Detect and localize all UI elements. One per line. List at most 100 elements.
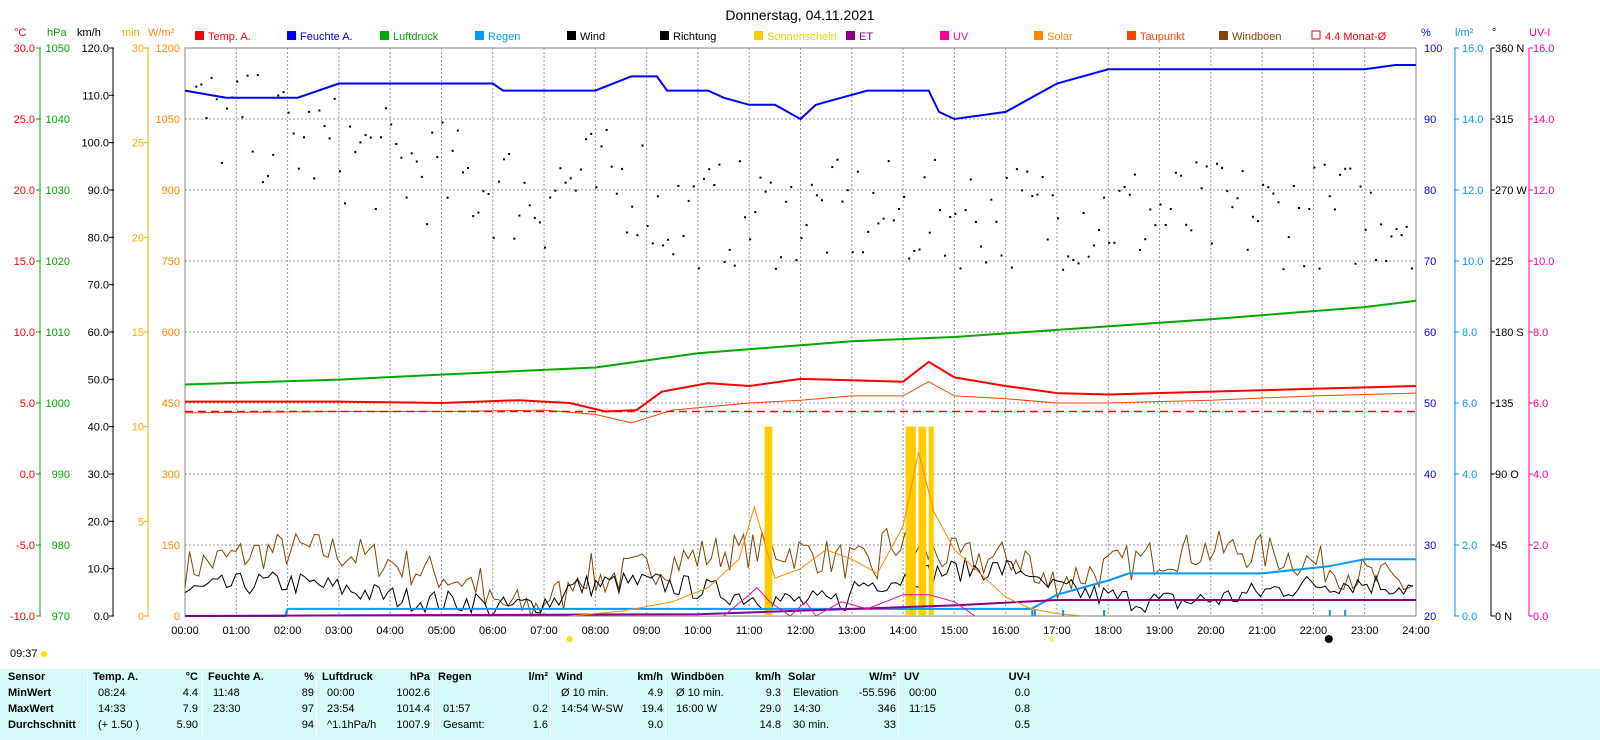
direction-point xyxy=(1364,228,1367,231)
stats-row-label: Durchschnitt xyxy=(8,719,76,731)
stats-cell-time: 14:30 xyxy=(793,703,821,715)
stats-unit: km/h xyxy=(637,671,663,683)
stats-cell-time: 14:54 W-SW xyxy=(561,703,624,715)
direction-point xyxy=(1210,242,1213,245)
direction-point xyxy=(559,167,562,170)
direction-point xyxy=(703,177,705,180)
direction-point xyxy=(1180,174,1183,177)
axis-unit-labels: °C hPa km/h min W/m²% l/m² ° UV-I xyxy=(14,27,1550,39)
direction-point xyxy=(759,176,762,179)
direction-point xyxy=(538,221,541,224)
direction-point xyxy=(964,209,967,212)
sunshine-bar xyxy=(928,426,934,616)
stats-header: Temp. A. xyxy=(93,671,139,683)
direction-point xyxy=(482,190,485,193)
axis-unit-label: l/m² xyxy=(1455,27,1474,39)
stats-cell-value: 97 xyxy=(301,703,314,715)
direction-point xyxy=(303,136,305,139)
direction-point xyxy=(1133,173,1136,176)
direction-point xyxy=(277,94,280,97)
direction-point xyxy=(939,209,941,212)
axis-tick-label: 80 xyxy=(1424,185,1436,197)
stats-cell-time: 11:15 xyxy=(909,703,936,715)
chart-title: Donnerstag, 04.11.2021 xyxy=(725,7,874,23)
direction-point xyxy=(554,189,557,192)
direction-point xyxy=(441,121,444,124)
direction-point xyxy=(662,244,664,247)
direction-point xyxy=(497,180,500,183)
legend-label: UV xyxy=(953,31,969,43)
axis-tick-label: 4.0 xyxy=(1533,469,1548,481)
direction-point xyxy=(313,177,316,180)
axis-tick-label: 225 xyxy=(1495,256,1513,268)
axis-tick-label: 970 xyxy=(52,611,70,623)
stats-unit: km/h xyxy=(755,671,781,683)
direction-point xyxy=(585,138,588,141)
axis-tick-label: 50.0 xyxy=(88,374,109,386)
direction-point xyxy=(1410,267,1413,270)
direction-point xyxy=(369,136,372,139)
stats-cell-time: 30 min. xyxy=(793,719,830,731)
x-tick-label: 01:00 xyxy=(223,625,251,637)
direction-point xyxy=(1339,173,1342,176)
direction-point xyxy=(574,189,577,192)
axis-tick-label: 4.0 xyxy=(1462,469,1477,481)
stats-cell-value: 89 xyxy=(301,687,314,699)
direction-point xyxy=(933,158,936,161)
legend-label: Wind xyxy=(580,31,605,43)
stats-cell-value: 5.90 xyxy=(176,719,198,731)
direction-point xyxy=(267,175,270,178)
direction-point xyxy=(544,246,546,249)
axis-tick-label: 100.0 xyxy=(81,138,109,150)
direction-point xyxy=(477,211,480,214)
direction-point xyxy=(846,189,849,192)
sunset-icon xyxy=(1048,636,1055,642)
stats-cell-time: 01:57 xyxy=(443,703,471,715)
direction-point xyxy=(974,220,977,223)
direction-point xyxy=(1128,193,1131,196)
direction-point xyxy=(1190,229,1193,232)
direction-point xyxy=(436,156,439,159)
x-tick-label: 15:00 xyxy=(941,625,969,637)
direction-point xyxy=(451,149,454,152)
direction-point xyxy=(318,109,321,112)
axis-tick-label: 70 xyxy=(1424,256,1436,268)
axis-tick-label: 2.0 xyxy=(1533,540,1548,552)
direction-point xyxy=(1246,248,1249,251)
series-pressure xyxy=(184,299,1417,386)
direction-point xyxy=(1405,225,1408,228)
direction-point xyxy=(472,215,475,218)
direction-point xyxy=(1098,229,1100,231)
direction-point xyxy=(898,208,900,210)
direction-point xyxy=(282,91,285,94)
series-wind xyxy=(184,557,1414,617)
direction-point xyxy=(523,181,526,184)
direction-point xyxy=(641,144,644,147)
direction-point xyxy=(1108,241,1111,244)
direction-point xyxy=(1308,208,1311,210)
direction-point xyxy=(856,170,859,173)
axis-tick-label: 30.0 xyxy=(88,469,109,481)
direction-point xyxy=(605,129,608,131)
x-tick-label: 07:00 xyxy=(530,625,558,637)
direction-point xyxy=(513,237,516,240)
stats-cell-time: 00:00 xyxy=(909,687,937,699)
direction-point xyxy=(426,223,429,226)
direction-point xyxy=(323,125,326,127)
direction-point xyxy=(928,231,931,234)
direction-point xyxy=(518,214,521,217)
stats-cell-value: 29.0 xyxy=(759,703,781,715)
legend-label: ET xyxy=(859,31,873,43)
direction-point xyxy=(969,178,972,181)
direction-point xyxy=(195,85,198,88)
series-solar xyxy=(569,452,1083,617)
stats-cell-time: Ø 10 min. xyxy=(561,687,609,699)
axis-tick-label: 0.0 xyxy=(94,611,109,623)
direction-point xyxy=(431,131,434,134)
direction-point xyxy=(697,267,700,270)
axis-tick-label: 180 S xyxy=(1495,327,1524,339)
legend-swatch xyxy=(1127,31,1136,40)
axis-tick-label: 60 xyxy=(1424,327,1436,339)
direction-point xyxy=(780,256,782,259)
axis-tick-label: 270 W xyxy=(1495,185,1527,197)
